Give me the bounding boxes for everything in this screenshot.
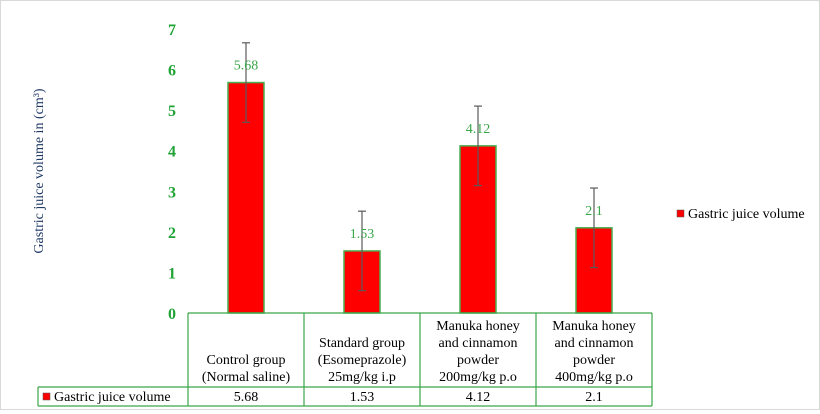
- category-label-line: Standard group: [319, 336, 405, 351]
- y-tick-label: 3: [168, 184, 176, 201]
- data-label: 1.53: [350, 227, 375, 242]
- y-axis-title: Gastric juice volume in (cm³): [32, 88, 47, 253]
- legend-key: [676, 209, 685, 218]
- y-axis-title-text: Gastric juice volume in (cm³): [32, 88, 47, 253]
- y-tick-label: 1: [168, 265, 176, 282]
- table-row-label: Gastric juice volume: [54, 390, 171, 405]
- y-tick-label: 4: [168, 144, 176, 161]
- category-label-line: (Normal saline): [202, 370, 291, 385]
- category-label-line: (Esomeprazole): [318, 353, 407, 368]
- data-label: 2.1: [585, 204, 603, 219]
- data-label: 4.12: [466, 122, 491, 137]
- category-label: Control group (Normal saline): [202, 353, 291, 385]
- category-label: Manuka honey and cinnamon powder 400mg/kg p…: [552, 319, 636, 385]
- legend-label: Gastric juice volume: [688, 207, 805, 222]
- category-label: Manuka honey and cinnamon powder 200mg/kg p…: [436, 319, 520, 385]
- y-tick-label: 7: [168, 22, 176, 39]
- y-tick-label: 6: [168, 63, 176, 80]
- category-label-line: Control group: [207, 353, 286, 368]
- table-value: 2.1: [585, 390, 603, 405]
- category-label-line: Manuka honey: [436, 319, 520, 334]
- table-legend-key: [42, 392, 51, 401]
- category-label-line: powder: [457, 353, 499, 368]
- category-label-line: 400mg/kg p.o: [555, 370, 633, 385]
- y-tick-label: 2: [168, 225, 176, 242]
- table-value: 4.12: [466, 390, 491, 405]
- y-tick-labels: 0 1 2 3 4 5 6 7: [168, 22, 176, 323]
- data-table: Control group (Normal saline) Standard gro…: [37, 312, 653, 407]
- category-label-line: Manuka honey: [552, 319, 636, 334]
- bar-series: [227, 81, 613, 314]
- category-label-line: powder: [573, 353, 615, 368]
- category-label-line: 200mg/kg p.o: [439, 370, 517, 385]
- data-labels: 5.68 1.53 4.12 2.1: [234, 59, 603, 242]
- y-tick-label: 0: [168, 306, 176, 323]
- table-value: 5.68: [234, 390, 259, 405]
- category-label-line: and cinnamon: [439, 336, 518, 351]
- bar: [575, 227, 613, 314]
- category-label: Standard group (Esomeprazole) 25mg/kg i.p: [318, 336, 407, 385]
- category-label-line: 25mg/kg i.p: [328, 370, 396, 385]
- data-label: 5.68: [234, 59, 259, 74]
- table-value: 1.53: [350, 390, 375, 405]
- error-bars: [242, 42, 598, 292]
- legend: Gastric juice volume: [676, 207, 805, 222]
- category-label-line: and cinnamon: [555, 336, 634, 351]
- y-tick-label: 5: [168, 103, 176, 120]
